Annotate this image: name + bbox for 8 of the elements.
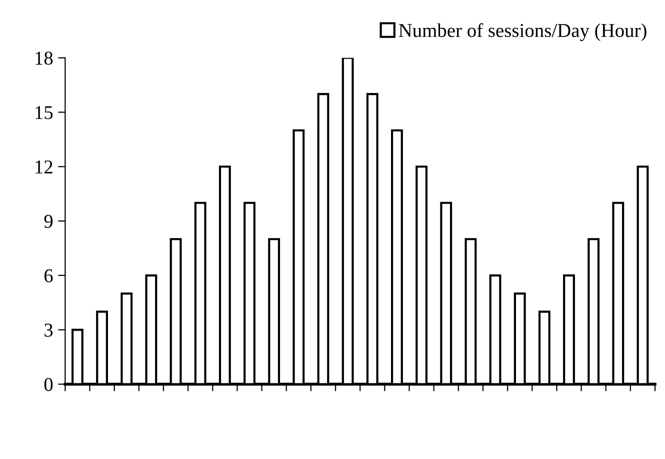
y-tick-label: 18	[36, 52, 53, 65]
y-tick-label: 0	[44, 378, 53, 392]
legend-label: Number of sessions/Day (Hour)	[398, 23, 646, 42]
y-tick-label: 9	[44, 214, 53, 228]
y-tick-label: 3	[44, 324, 53, 337]
y-tick-label: 15	[36, 106, 53, 120]
y-tick-label: 12	[36, 160, 52, 174]
y-tick-label: 6	[44, 269, 53, 282]
